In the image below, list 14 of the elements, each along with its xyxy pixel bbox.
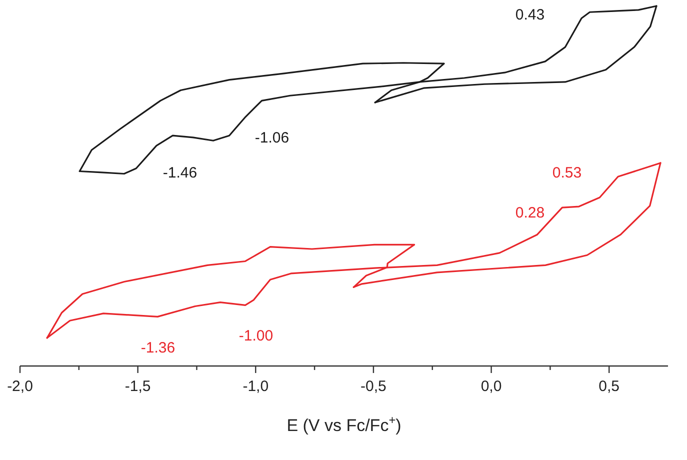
- annotation: -1.46: [162, 164, 198, 182]
- annotation: 0.28: [515, 204, 545, 222]
- x-tick-label: -1,5: [124, 378, 151, 395]
- x-tick-label: 0,0: [480, 378, 502, 395]
- annotation: -1.00: [238, 327, 274, 344]
- annotation: -1.06: [254, 129, 290, 146]
- x-tick-label: 0,5: [598, 378, 620, 395]
- annotation: -1.36: [140, 339, 176, 356]
- x-tick-label: -1,0: [242, 378, 269, 395]
- annotation: 0.43: [515, 6, 545, 24]
- x-tick-label: -2,0: [7, 378, 33, 395]
- x-axis-title: E (V vs Fc/Fc$^{+}$): [286, 413, 402, 435]
- annotation: 0.53: [552, 164, 582, 182]
- x-tick-label: -0,5: [360, 378, 386, 395]
